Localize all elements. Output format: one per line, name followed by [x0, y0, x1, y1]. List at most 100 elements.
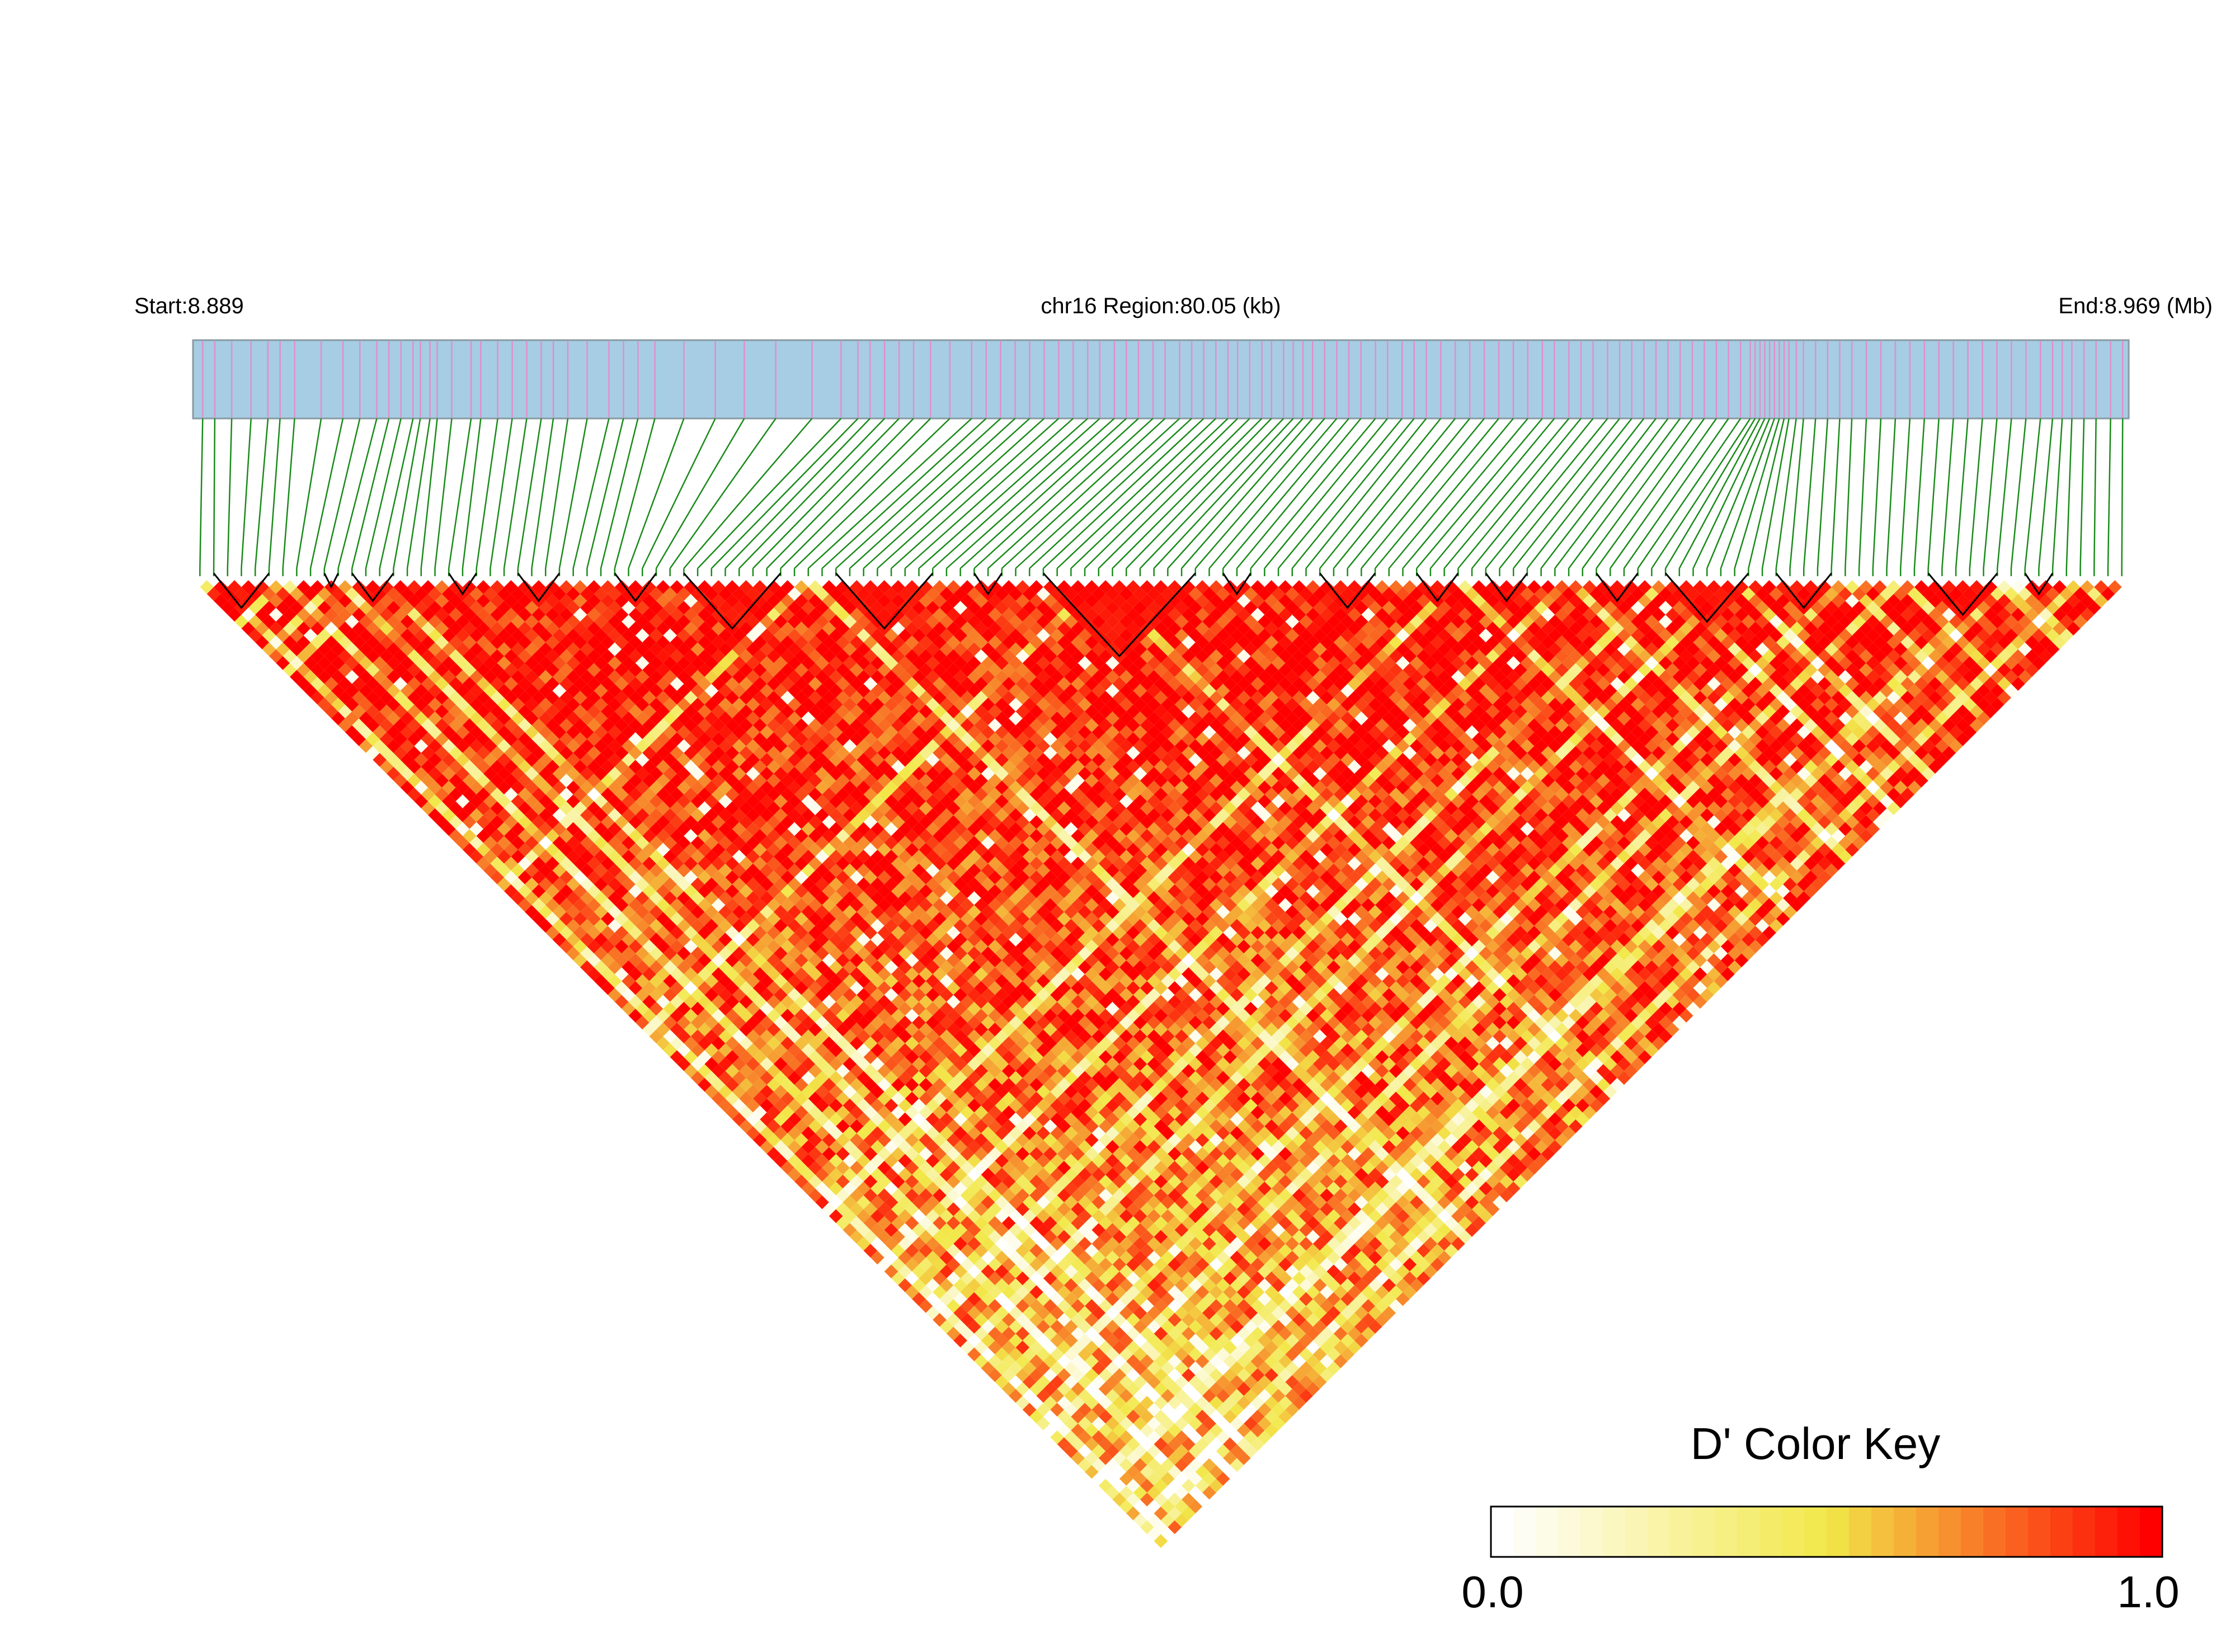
ld-cell-13-78 — [822, 1022, 836, 1037]
ld-cell-11-46 — [587, 815, 601, 829]
ld-cell-13-81 — [843, 1043, 857, 1057]
ld-cell-2-122 — [1050, 1402, 1064, 1417]
ld-cell-7-35 — [483, 766, 497, 781]
ld-cell-13-123 — [1133, 1333, 1147, 1348]
ld-cell-1-111 — [967, 1333, 981, 1348]
snp-connector-25 — [544, 418, 569, 569]
ld-cell-2-22 — [359, 711, 373, 726]
ld-cell-6-69 — [711, 1009, 726, 1023]
snp-connector-64 — [1084, 418, 1239, 569]
ld-cell-5-14 — [324, 635, 338, 649]
snp-connector-124 — [1913, 418, 1926, 569]
ld-cell-0-62 — [622, 1001, 636, 1016]
ld-cell-1-4 — [227, 594, 242, 608]
ld-cell-2-42 — [497, 849, 511, 864]
ld-cell-13-90 — [905, 1105, 919, 1119]
ld-cell-0-1 — [200, 580, 214, 594]
ld-cell-0-65 — [642, 1022, 656, 1037]
snp-connector-43 — [794, 418, 951, 569]
ld-cell-12-124 — [1133, 1347, 1147, 1362]
snp-connector-30 — [614, 418, 656, 569]
ld-cell-1-130 — [1098, 1465, 1113, 1479]
ld-cell-7-44 — [545, 829, 559, 843]
ld-cell-11-121 — [1105, 1333, 1119, 1348]
ld-cell-1-59 — [608, 974, 622, 989]
ld-cell-5-24 — [393, 704, 408, 719]
ld-cell-8-111 — [1015, 1285, 1030, 1300]
ld-cell-9-104 — [974, 1230, 989, 1244]
ld-cell-2-108 — [953, 1306, 967, 1320]
ld-cell-6-9 — [297, 594, 311, 608]
ld-cell-11-66 — [725, 953, 740, 967]
snp-connector-7 — [296, 418, 322, 569]
ld-cell-10-136 — [1202, 1444, 1216, 1458]
ld-cell-4-67 — [684, 1009, 698, 1023]
ld-cell-7-59 — [649, 933, 664, 947]
ld-cell-8-84 — [829, 1098, 843, 1113]
ld-cell-12-134 — [1202, 1416, 1216, 1430]
ld-cell-7-108 — [988, 1271, 1002, 1286]
ld-cell-9-14 — [352, 608, 366, 622]
snp-connector-78 — [1278, 418, 1403, 569]
ld-cell-5-66 — [684, 995, 698, 1009]
ld-cell-8-110 — [1009, 1278, 1023, 1292]
ld-cell-11-33 — [497, 725, 511, 740]
region-title: chr16 Region:80.05 (kb) — [1041, 294, 1281, 318]
ld-cell-11-28 — [462, 690, 477, 705]
ld-cell-7-87 — [843, 1126, 857, 1140]
ld-cell-6-8 — [290, 587, 304, 601]
ld-cell-4-71 — [711, 1036, 726, 1051]
ld-cell-3-136 — [1154, 1493, 1168, 1507]
snp-connector-39 — [738, 418, 886, 569]
ld-cell-4-49 — [559, 884, 573, 898]
ld-cell-9-28 — [449, 704, 463, 719]
ld-cell-0-48 — [525, 905, 539, 919]
ld-cell-4-113 — [1001, 1326, 1016, 1341]
ld-cell-10-56 — [649, 891, 664, 905]
ld-cell-12-72 — [774, 988, 788, 1002]
ld-cell-0-73 — [698, 1077, 712, 1092]
ld-cell-1-6 — [241, 608, 256, 622]
ld-cell-2-139 — [1168, 1520, 1182, 1535]
snp-connector-116 — [1803, 418, 1817, 569]
ld-cell-8-105 — [974, 1244, 989, 1258]
ld-cell-8-115 — [1043, 1312, 1057, 1327]
ld-cell-5-42 — [517, 829, 532, 843]
ld-cell-12-65 — [725, 939, 740, 954]
ld-cell-11-115 — [1064, 1292, 1078, 1306]
ld-cell-9-117 — [1064, 1320, 1078, 1334]
ld-cell-6-75 — [752, 1050, 767, 1064]
ld-cell-11-38 — [531, 760, 546, 774]
ld-cell-10-47 — [587, 829, 601, 843]
ld-cell-2-79 — [752, 1105, 767, 1119]
ld-cell-6-26 — [414, 711, 429, 726]
ld-cell-1-117 — [1009, 1375, 1023, 1389]
ld-cell-5-20 — [365, 677, 380, 691]
ld-cell-6-12 — [317, 614, 332, 629]
ld-cell-8-128 — [1133, 1402, 1147, 1417]
ld-cell-3-75 — [732, 1071, 746, 1085]
ld-cell-1-135 — [1133, 1499, 1147, 1514]
ld-cell-11-91 — [898, 1126, 912, 1140]
ld-cell-7-23 — [400, 684, 415, 698]
ld-cell-6-77 — [766, 1064, 781, 1078]
ld-cell-10-45 — [573, 815, 587, 829]
ld-cell-6-40 — [511, 808, 525, 822]
ld-cell-3-17 — [331, 670, 345, 684]
ld-cell-5-51 — [580, 891, 594, 905]
ld-cell-7-126 — [1112, 1396, 1127, 1410]
ld-cell-2-121 — [1043, 1396, 1057, 1410]
ld-cell-7-103 — [953, 1236, 967, 1251]
ld-cell-3-45 — [525, 863, 539, 878]
ld-cell-0-77 — [725, 1105, 740, 1119]
ld-cell-5-39 — [497, 808, 511, 822]
ld-cell-7-47 — [566, 849, 580, 864]
ld-cell-8-53 — [614, 884, 629, 898]
ld-cell-1-122 — [1043, 1409, 1057, 1424]
ld-cell-8-136 — [1188, 1458, 1203, 1472]
ld-cell-1-8 — [255, 622, 269, 636]
ld-cell-7-52 — [601, 884, 615, 898]
snp-connector-38 — [724, 418, 871, 569]
ld-cell-2-24 — [373, 725, 387, 740]
ld-cell-9-87 — [857, 1112, 871, 1127]
